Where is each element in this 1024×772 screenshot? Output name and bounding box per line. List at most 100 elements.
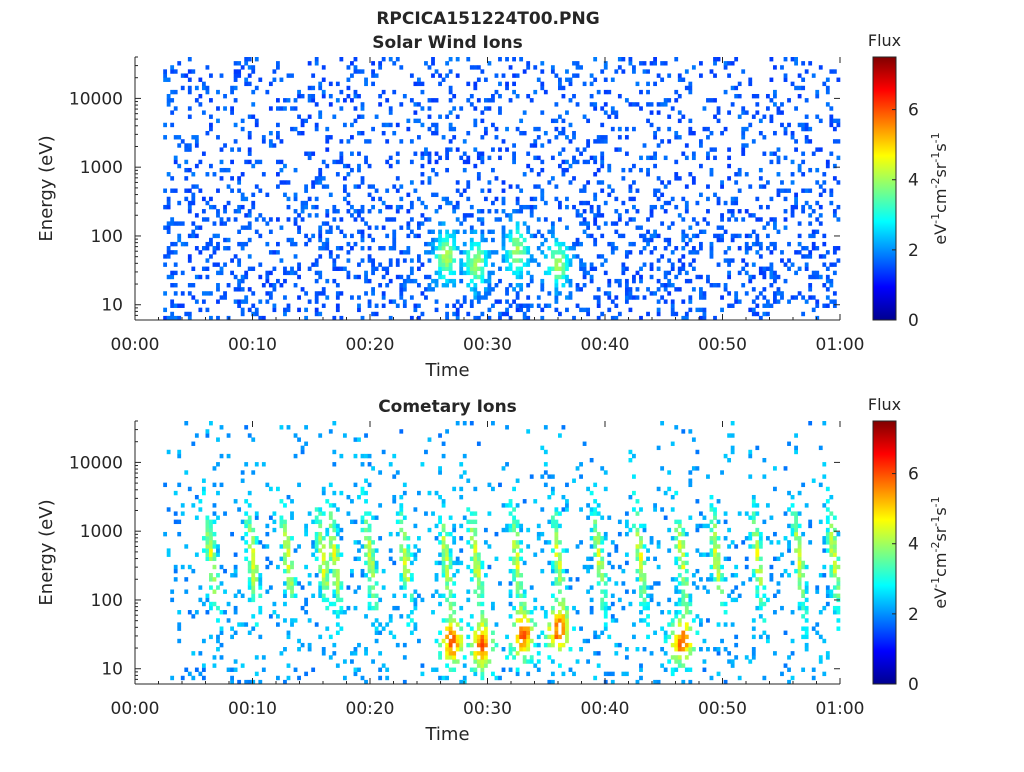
flux-cell xyxy=(670,536,675,541)
flux-cell xyxy=(448,651,453,656)
flux-cell xyxy=(180,503,185,508)
spectrogram-cells xyxy=(163,57,841,321)
flux-cell xyxy=(561,601,566,607)
flux-cell xyxy=(406,614,411,619)
flux-cell xyxy=(543,614,548,619)
flux-cell xyxy=(346,274,351,280)
flux-cell xyxy=(744,556,749,562)
flux-cell xyxy=(790,675,795,681)
flux-cell xyxy=(526,659,531,664)
flux-cell xyxy=(247,544,252,549)
flux-cell xyxy=(653,204,657,210)
flux-cell xyxy=(790,204,795,210)
flux-cell xyxy=(212,577,217,582)
flux-cell xyxy=(452,303,457,308)
flux-cell xyxy=(290,560,294,566)
flux-cell xyxy=(790,213,795,218)
flux-cell xyxy=(307,114,312,119)
flux-cell xyxy=(170,69,175,74)
flux-cell xyxy=(452,278,457,284)
flux-cell xyxy=(649,593,654,598)
flux-cell xyxy=(773,225,777,230)
flux-cell xyxy=(170,303,175,308)
flux-cell xyxy=(445,278,450,284)
flux-cell xyxy=(589,155,594,161)
flux-cell xyxy=(529,626,534,631)
flux-cell xyxy=(610,250,615,255)
flux-cell xyxy=(431,73,435,78)
flux-cell xyxy=(473,258,478,263)
flux-cell xyxy=(473,291,478,296)
flux-cell xyxy=(829,523,834,529)
flux-cell xyxy=(681,597,686,603)
flux-cell xyxy=(776,274,781,280)
flux-cell xyxy=(244,519,249,525)
flux-cell xyxy=(646,556,650,562)
flux-cell xyxy=(251,597,256,603)
flux-cell xyxy=(177,453,182,459)
flux-cell xyxy=(409,204,414,210)
flux-cell xyxy=(543,303,548,308)
flux-cell xyxy=(755,303,760,308)
flux-cell xyxy=(413,507,418,512)
flux-cell xyxy=(508,581,513,586)
flux-cell xyxy=(219,425,224,430)
flux-cell xyxy=(688,626,693,631)
flux-cell xyxy=(455,114,460,119)
flux-cell xyxy=(751,287,756,292)
flux-cell xyxy=(790,295,795,300)
flux-cell xyxy=(804,126,809,132)
flux-cell xyxy=(494,217,499,222)
flux-cell xyxy=(684,143,689,148)
flux-cell xyxy=(699,287,703,292)
flux-cell xyxy=(610,77,615,82)
flux-cell xyxy=(702,229,707,234)
flux-cell xyxy=(364,278,368,284)
flux-cell xyxy=(163,482,168,488)
flux-cell xyxy=(755,110,760,115)
flux-cell xyxy=(452,601,457,607)
flux-cell xyxy=(519,130,524,136)
flux-cell xyxy=(603,614,608,619)
flux-cell xyxy=(325,573,330,578)
flux-cell xyxy=(797,241,802,247)
flux-cell xyxy=(522,560,527,566)
flux-cell xyxy=(519,307,524,313)
flux-cell xyxy=(321,597,326,603)
flux-cell xyxy=(628,250,633,255)
flux-cell xyxy=(635,511,640,516)
flux-cell xyxy=(554,135,559,140)
flux-cell xyxy=(832,299,837,304)
flux-cell xyxy=(233,610,238,615)
flux-cell xyxy=(716,647,721,652)
flux-cell xyxy=(335,209,340,214)
flux-cell xyxy=(237,622,242,627)
flux-cell xyxy=(582,638,587,644)
flux-cell xyxy=(209,126,213,132)
flux-cell xyxy=(494,126,499,132)
flux-cell xyxy=(399,429,404,434)
flux-cell xyxy=(660,421,665,426)
flux-cell xyxy=(328,515,333,520)
flux-cell xyxy=(776,147,781,152)
flux-cell xyxy=(480,229,485,234)
flux-cell xyxy=(512,250,516,255)
flux-cell xyxy=(508,589,513,594)
flux-cell xyxy=(209,634,213,640)
flux-cell xyxy=(427,241,432,247)
flux-cell xyxy=(603,531,608,537)
flux-cell xyxy=(730,200,735,206)
flux-cell xyxy=(353,241,358,247)
flux-cell xyxy=(818,65,823,70)
flux-cell xyxy=(554,507,559,512)
flux-cell xyxy=(713,577,717,582)
flux-cell xyxy=(480,151,485,156)
flux-cell xyxy=(498,93,502,99)
flux-cell xyxy=(751,241,756,247)
flux-cell xyxy=(469,544,474,549)
flux-cell xyxy=(409,577,414,582)
flux-cell xyxy=(286,180,291,185)
flux-cell xyxy=(794,445,798,451)
flux-cell xyxy=(399,295,404,300)
flux-cell xyxy=(325,626,330,631)
